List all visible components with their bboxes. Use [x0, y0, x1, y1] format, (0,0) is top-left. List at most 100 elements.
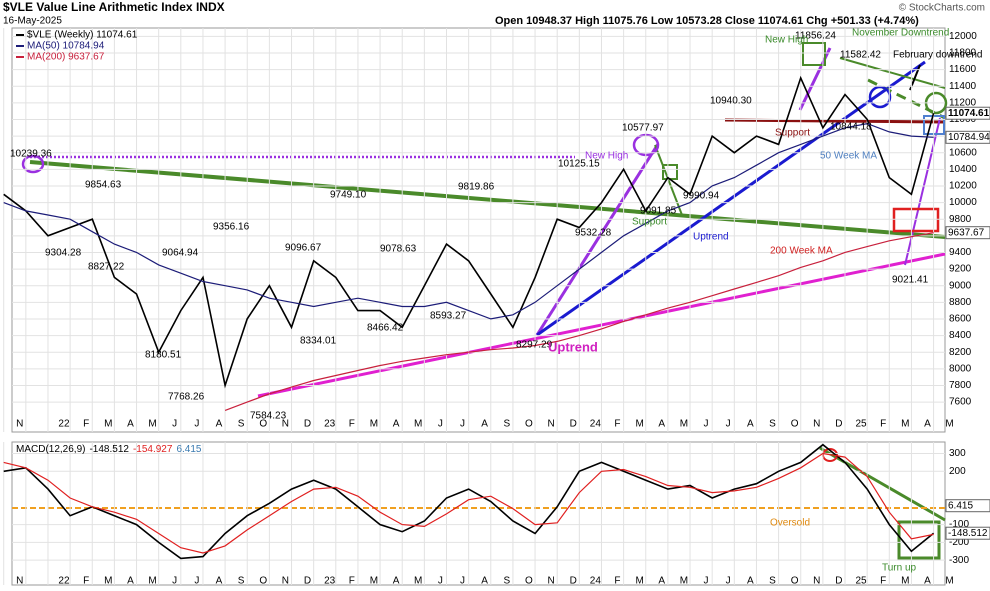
x-tick-label: J: [460, 419, 465, 430]
annotation: 9304.28: [45, 248, 82, 259]
annotation: November Downtrend: [852, 28, 949, 39]
y-tick-label: 10200: [949, 181, 977, 192]
x-tick-label: N: [16, 419, 23, 430]
highlight: [802, 42, 826, 66]
annotation: New High: [765, 35, 808, 46]
x-tick-label: N: [16, 576, 23, 587]
annotation: 7584.23: [250, 411, 287, 422]
value-box: [945, 130, 990, 144]
y-tick-label: -300: [949, 555, 969, 566]
x-tick-label: 25: [855, 419, 867, 430]
x-tick-label: S: [769, 419, 776, 430]
annotation: 10940.30: [710, 96, 752, 107]
annotation: 10125.15: [558, 159, 600, 170]
annotation: Oversold: [770, 518, 810, 529]
highlight: [21, 154, 45, 174]
date: 16-May-2025: [3, 16, 62, 27]
x-tick-label: S: [769, 576, 776, 587]
x-tick-label: M: [680, 576, 688, 587]
x-tick-label: J: [438, 576, 443, 587]
series-line: [224, 232, 934, 411]
annotation: 10844.18: [830, 122, 872, 133]
annotation: 9532.28: [575, 228, 612, 239]
x-tick-label: M: [370, 419, 378, 430]
support-line: [724, 118, 946, 124]
y-tick-label: 8800: [949, 297, 972, 308]
y-tick-label: 10600: [949, 147, 977, 158]
x-tick-label: 23: [324, 576, 336, 587]
x-tick-label: A: [924, 576, 931, 587]
value-box: [945, 499, 990, 513]
quote: Open 10948.37 High 11075.76 Low 10573.28…: [495, 15, 919, 27]
y-tick-label: 10000: [949, 197, 977, 208]
x-tick-label: A: [747, 576, 754, 587]
highlight: [897, 520, 941, 560]
x-tick-label: A: [216, 576, 223, 587]
x-tick-label: 23: [324, 419, 336, 430]
x-tick-label: J: [172, 419, 177, 430]
trend-line: [29, 160, 946, 239]
x-tick-label: M: [901, 576, 909, 587]
series-line: [3, 122, 934, 320]
trend-line: [839, 57, 946, 89]
x-tick-label: J: [726, 576, 731, 587]
price-panel: [11, 27, 946, 433]
legend-value: MACD(12,26,9): [16, 444, 85, 455]
x-tick-label: A: [216, 419, 223, 430]
annotation: 11582.42: [840, 50, 881, 61]
annotation: 8297.29: [516, 340, 553, 351]
trend-lines: [12, 42, 948, 560]
x-tick-label: N: [282, 576, 289, 587]
y-tick-label: 200: [949, 466, 966, 477]
x-tick-label: D: [835, 419, 842, 430]
y-tick-label: 11200: [949, 97, 977, 108]
annotation: 200 Week MA: [770, 246, 833, 257]
x-tick-label: N: [547, 419, 554, 430]
x-tick-label: S: [503, 576, 510, 587]
annotation: 9064.94: [162, 248, 199, 259]
y-tick-label: 8600: [949, 314, 972, 325]
x-tick-label: N: [282, 419, 289, 430]
x-tick-label: A: [481, 576, 488, 587]
x-tick-label: N: [547, 576, 554, 587]
annotation: 11856.24: [795, 31, 836, 42]
y-tick-label: 11600: [949, 64, 977, 75]
x-tick-label: J: [172, 576, 177, 587]
x-tick-label: O: [791, 576, 799, 587]
annotation: 9096.67: [285, 243, 322, 254]
y-tick-label: 300: [949, 448, 966, 459]
trend-line: [535, 143, 660, 336]
x-tick-label: N: [813, 576, 820, 587]
annotation: 8466.42: [367, 323, 404, 334]
x-tick-label: F: [83, 419, 89, 430]
y-tick-label: 7600: [949, 397, 972, 408]
x-tick-label: A: [747, 419, 754, 430]
highlight: [892, 207, 940, 233]
x-tick-label: O: [525, 419, 533, 430]
legend-entry: $VLE (Weekly) 11074.61: [27, 30, 138, 41]
annotation: 9078.63: [380, 244, 417, 255]
x-tick-label: A: [658, 576, 665, 587]
value-box-label: 11074.61: [948, 108, 990, 119]
x-tick-label: J: [704, 419, 709, 430]
legend-entry: MA(200) 9637.67: [27, 52, 105, 63]
x-tick-label: S: [238, 576, 245, 587]
x-tick-label: O: [791, 419, 799, 430]
x-tick-label: M: [104, 576, 112, 587]
x-tick-label: A: [658, 419, 665, 430]
annotation: 7768.26: [168, 392, 205, 403]
x-tick-label: J: [704, 576, 709, 587]
x-tick-label: F: [614, 576, 620, 587]
x-tick-label: J: [194, 419, 199, 430]
annotation: 9854.63: [85, 180, 122, 191]
x-tick-label: O: [259, 419, 267, 430]
x-tick-label: M: [945, 419, 953, 430]
annotation: 8827.22: [88, 262, 125, 273]
annotation: 9749.10: [330, 190, 367, 201]
x-tick-label: D: [570, 576, 577, 587]
annotation: 10577.97: [622, 123, 664, 134]
y-tick-label: 8200: [949, 347, 972, 358]
annotation: 10239.36: [10, 149, 52, 160]
x-tick-label: J: [460, 576, 465, 587]
annotation: Uptrend: [693, 232, 729, 243]
